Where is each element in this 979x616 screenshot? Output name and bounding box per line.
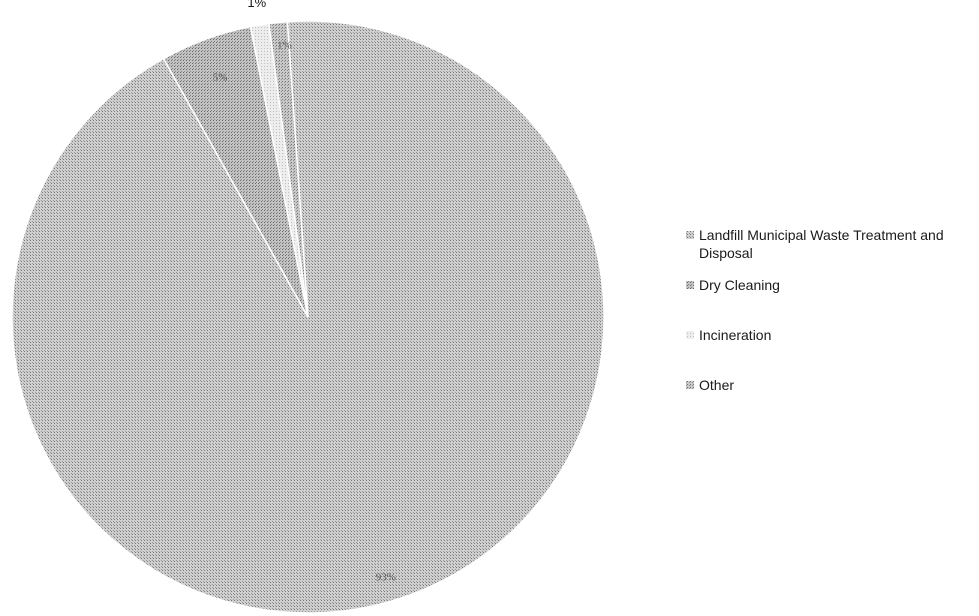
data-label-landfill-municipal-waste-treatment-and-disposal: 93% <box>376 572 396 584</box>
legend-item-dry-cleaning: Dry Cleaning <box>686 277 780 293</box>
pie-data-labels: 93% 5% 1% 1% <box>213 0 396 584</box>
legend-item-other: Other <box>686 377 734 393</box>
data-label-incineration: 1% <box>247 0 266 10</box>
data-label-other: 1% <box>277 40 292 52</box>
legend-item-incineration: Incineration <box>686 327 771 343</box>
legend-label-dry-cleaning: Dry Cleaning <box>699 277 780 293</box>
legend-label-incineration: Incineration <box>699 327 771 343</box>
legend-swatch-other <box>686 381 694 389</box>
legend-swatch-dry-cleaning <box>686 281 694 289</box>
pie-slices <box>11 20 605 614</box>
legend-label-landfill-municipal-waste-treatment-and-disposal: Landfill Municipal Waste Treatment and Di… <box>699 227 944 261</box>
legend-swatch-landfill-municipal-waste-treatment-and-disposal <box>686 231 694 239</box>
legend-swatch-incineration <box>686 331 694 339</box>
pie-slice-other <box>268 20 309 318</box>
data-label-dry-cleaning: 5% <box>213 72 228 84</box>
legend: Landfill Municipal Waste Treatment and Di… <box>686 227 944 393</box>
legend-label-other: Other <box>699 377 734 393</box>
legend-item-landfill-municipal-waste-treatment-and-disposal: Landfill Municipal Waste Treatment and Di… <box>686 227 944 261</box>
